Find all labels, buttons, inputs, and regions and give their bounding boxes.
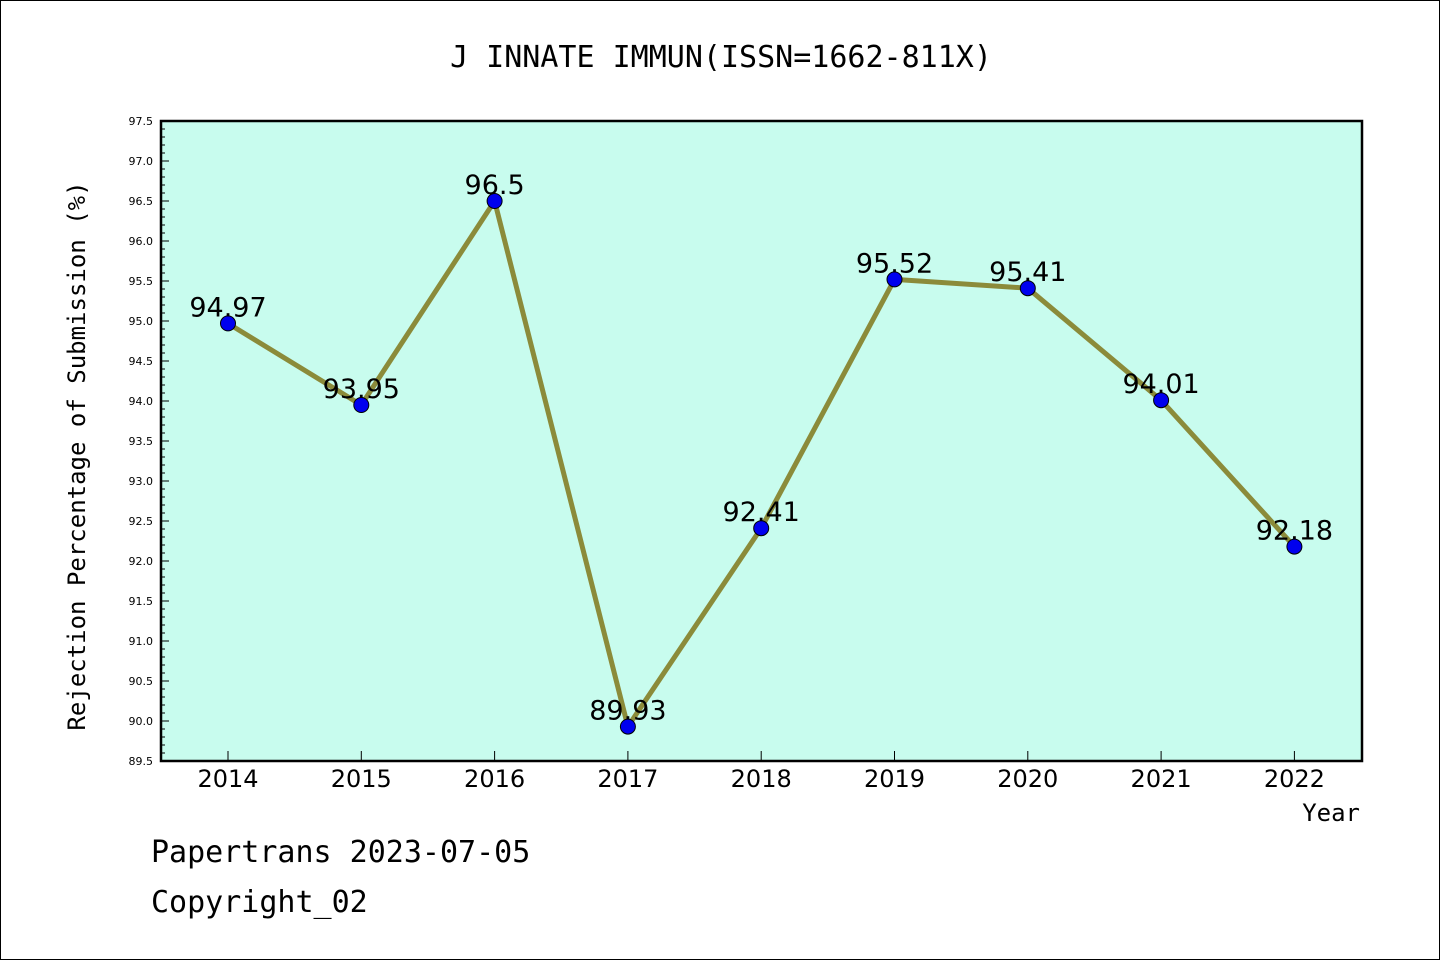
x-tick-label: 2018 [731, 765, 792, 793]
data-label: 95.52 [856, 248, 933, 279]
y-tick-label: 94.5 [129, 355, 154, 368]
y-tick-label: 96.0 [129, 235, 154, 248]
y-tick-label: 94.0 [129, 395, 154, 408]
footer-date: Papertrans 2023-07-05 [151, 835, 531, 870]
data-label: 95.41 [989, 257, 1066, 288]
x-tick-label: 2019 [864, 765, 925, 793]
y-tick-label: 96.5 [129, 195, 154, 208]
y-tick-label: 91.5 [129, 595, 154, 608]
series-group [220, 193, 1303, 735]
data-label: 92.18 [1256, 516, 1333, 547]
data-label-group: 94.97 93.95 96.5 89.93 92.41 95.52 95.41 94.01 9… [189, 170, 1333, 727]
y-tick-label: 91.0 [129, 635, 154, 648]
data-point [619, 718, 636, 735]
data-label: 93.95 [323, 374, 400, 405]
x-tick-label: 2016 [464, 765, 525, 793]
data-point [1286, 538, 1303, 555]
y-tick-label: 95.5 [129, 275, 154, 288]
y-tick-label: 89.5 [129, 755, 154, 768]
data-label: 92.41 [723, 497, 800, 528]
footer-copyright: Copyright_02 [151, 885, 368, 920]
y-tick-label: 90.5 [129, 675, 154, 688]
y-tick-label: 93.0 [129, 475, 154, 488]
x-tick-label: 2015 [331, 765, 392, 793]
x-tick-label: 2020 [997, 765, 1058, 793]
plot-area [159, 119, 1364, 763]
y-tick-label: 92.0 [129, 555, 154, 568]
x-axis: 2014 2015 2016 2017 2018 2019 2020 2021 2022 [197, 751, 1325, 793]
y-tick-label: 97.0 [129, 155, 154, 168]
y-axis: 89.5 90.0 90.5 91.0 91.5 92.0 92.5 93.0 93.5 94.0… [129, 115, 169, 768]
data-label: 89.93 [589, 696, 666, 727]
data-point [1153, 392, 1170, 409]
y-tick-label: 92.5 [129, 515, 154, 528]
y-tick-label: 95.0 [129, 315, 154, 328]
y-axis-title: Rejection Percentage of Submission (%) [63, 181, 91, 730]
y-tick-label: 90.0 [129, 715, 154, 728]
y-tick-label: 93.5 [129, 435, 154, 448]
x-axis-title: Year [1302, 799, 1360, 827]
x-tick-label: 2022 [1264, 765, 1325, 793]
data-point [220, 315, 236, 332]
data-point [353, 397, 370, 413]
chart-title: J INNATE IMMUN(ISSN=1662-811X) [450, 40, 992, 75]
data-point [753, 520, 770, 537]
x-tick-label: 2014 [197, 765, 258, 793]
x-tick-label: 2021 [1131, 765, 1192, 793]
data-point [1019, 280, 1036, 297]
data-point [886, 271, 903, 288]
data-label: 96.5 [465, 170, 525, 201]
y-tick-label: 97.5 [129, 115, 154, 128]
data-label: 94.97 [189, 292, 266, 323]
data-label: 94.01 [1122, 369, 1199, 400]
data-point [486, 193, 503, 209]
x-tick-label: 2017 [597, 765, 658, 793]
